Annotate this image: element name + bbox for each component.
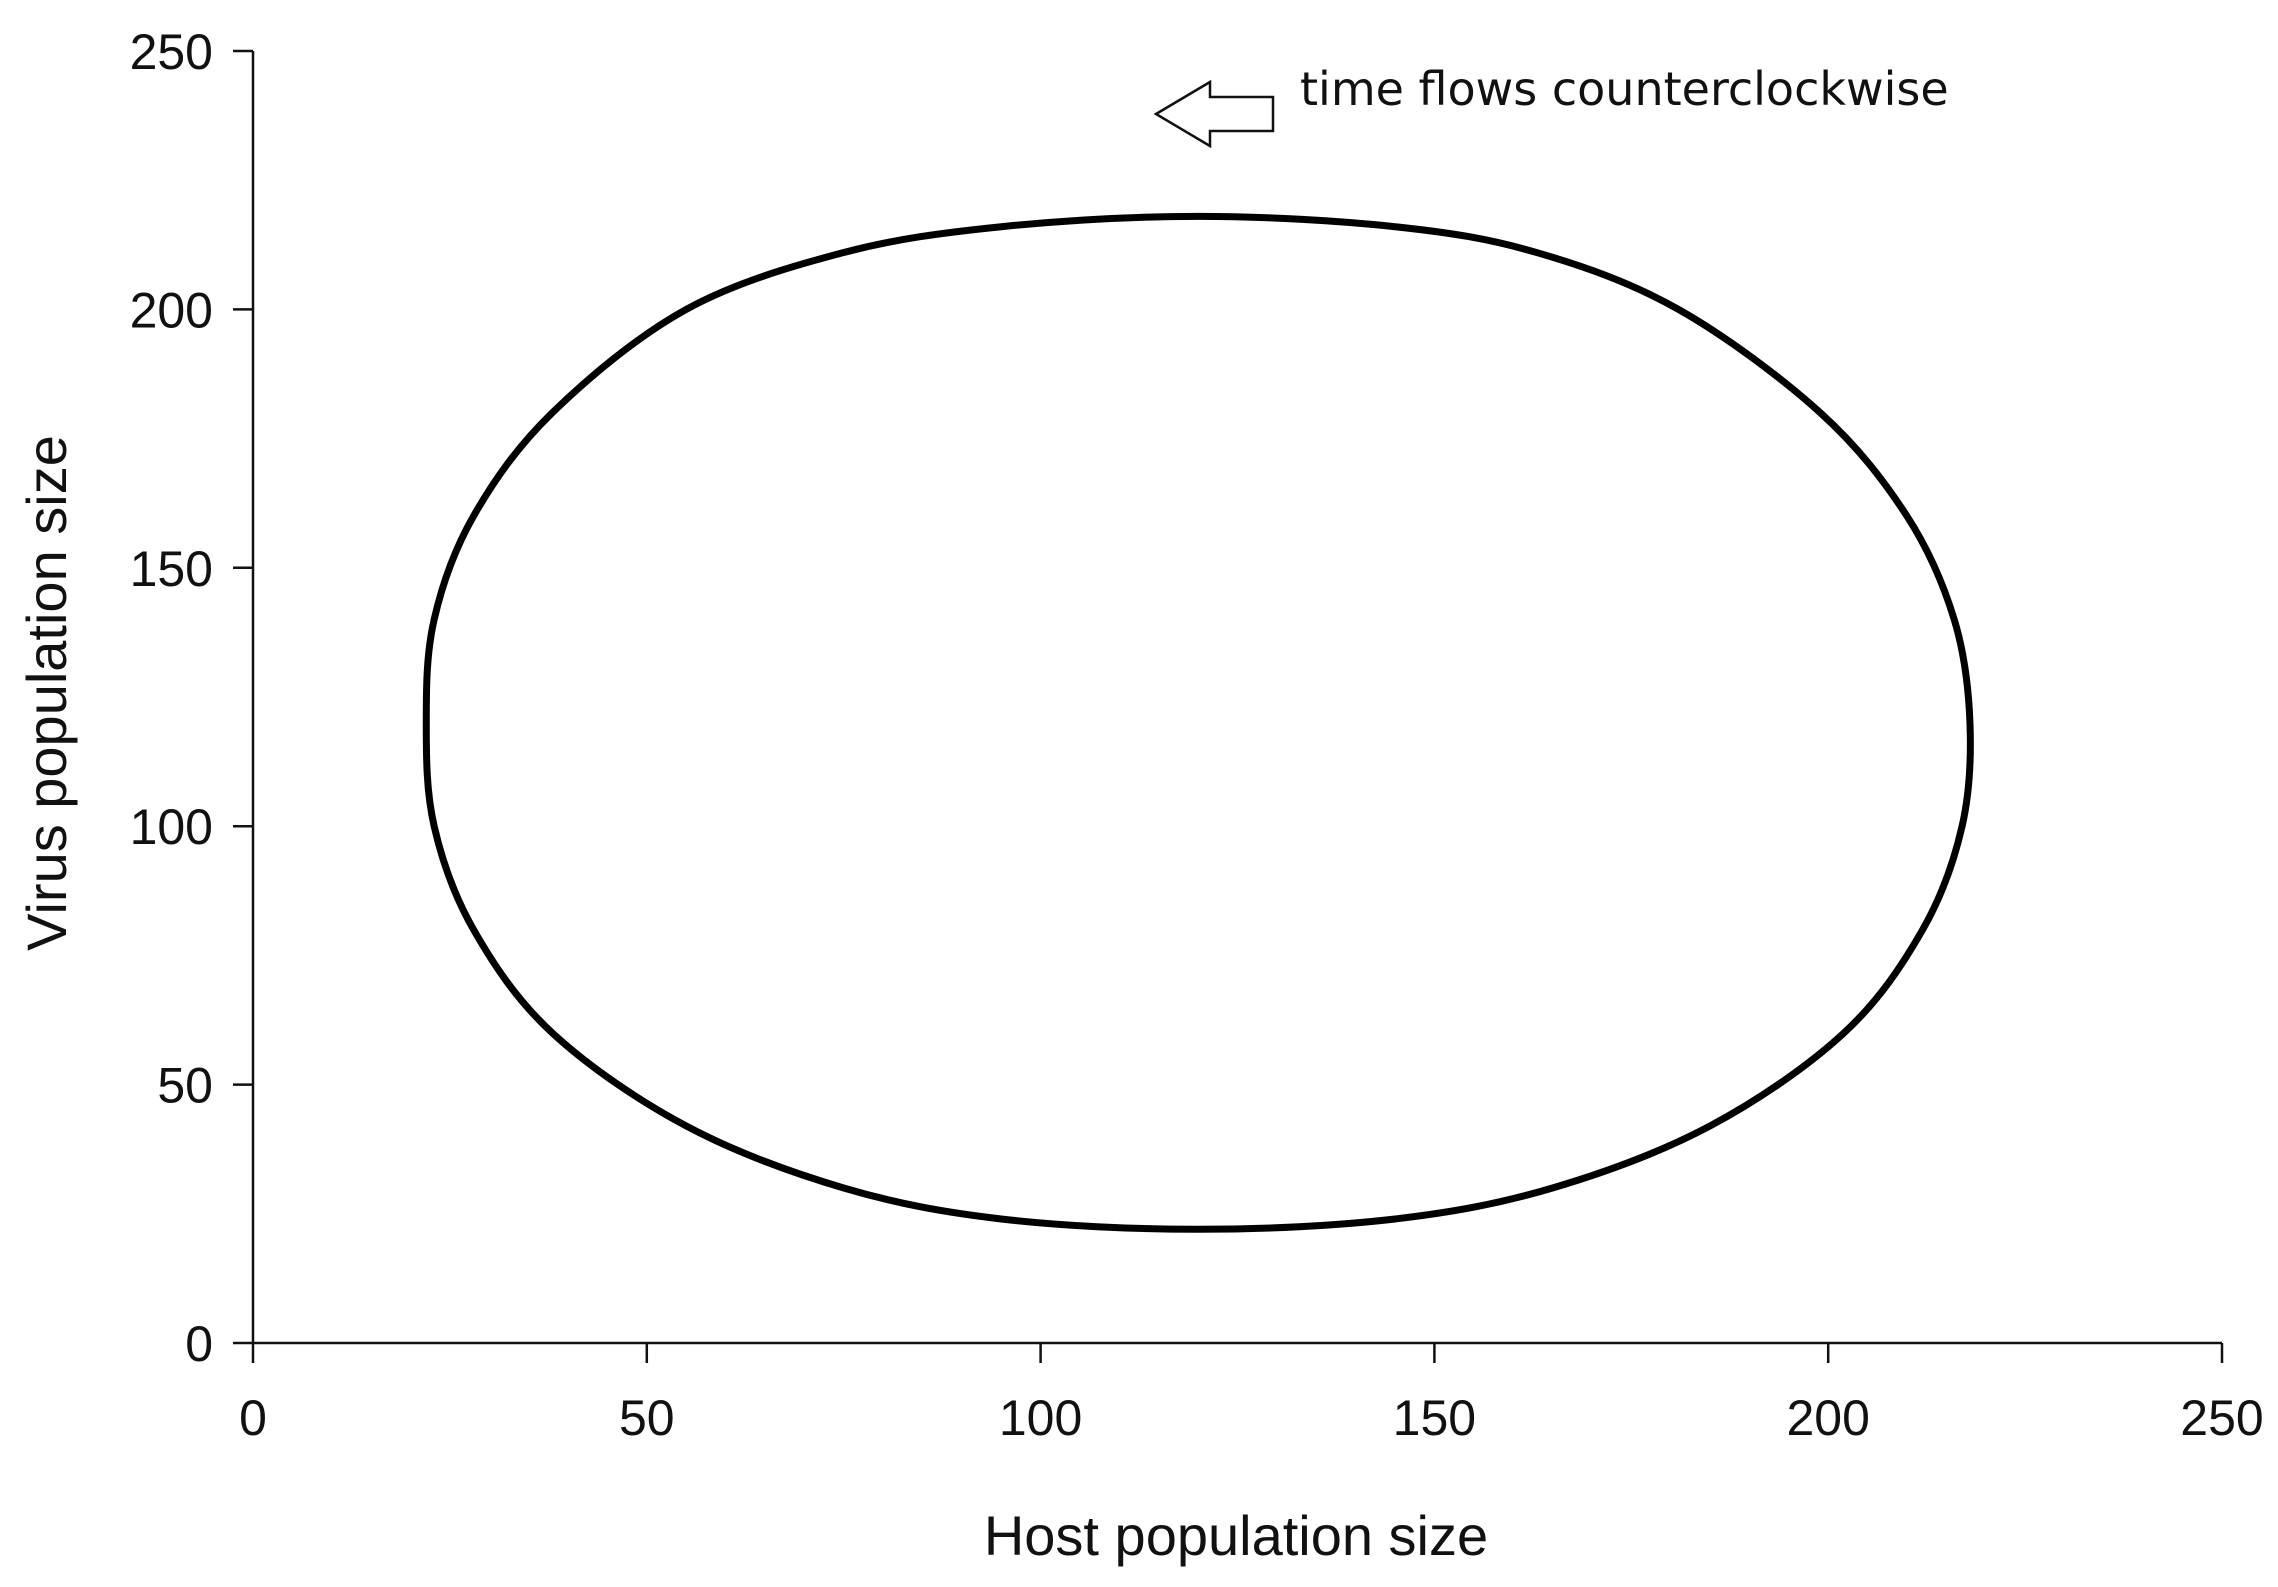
series-line	[422, 212, 1974, 1233]
y-tick-label: 50	[157, 1058, 213, 1114]
left-arrow-icon	[1153, 79, 1275, 149]
tick-marks	[233, 49, 2224, 1363]
tick-labels: 0 50 100 150 200 250 0 50 100 150 200 250	[130, 24, 2264, 1446]
y-tick-label: 150	[130, 541, 213, 597]
y-tick-label: 100	[130, 799, 213, 855]
x-tick-label: 0	[239, 1390, 267, 1446]
y-axis-title: Virus population size	[15, 435, 78, 951]
x-tick-label: 50	[619, 1390, 675, 1446]
x-tick-label: 200	[1786, 1390, 1869, 1446]
x-tick-label: 150	[1393, 1390, 1476, 1446]
y-tick-label: 250	[130, 24, 213, 80]
annotation-text: time flows counterclockwise	[1300, 62, 1949, 116]
y-tick-label: 0	[185, 1316, 213, 1372]
x-tick-label: 250	[2180, 1390, 2263, 1446]
y-tick-label: 200	[130, 282, 213, 338]
x-tick-label: 100	[999, 1390, 1082, 1446]
annotation: time flows counterclockwise	[1153, 62, 1949, 149]
x-axis-title: Host population size	[984, 1504, 1488, 1567]
axes	[251, 51, 2222, 1345]
series-layer	[422, 212, 1974, 1233]
